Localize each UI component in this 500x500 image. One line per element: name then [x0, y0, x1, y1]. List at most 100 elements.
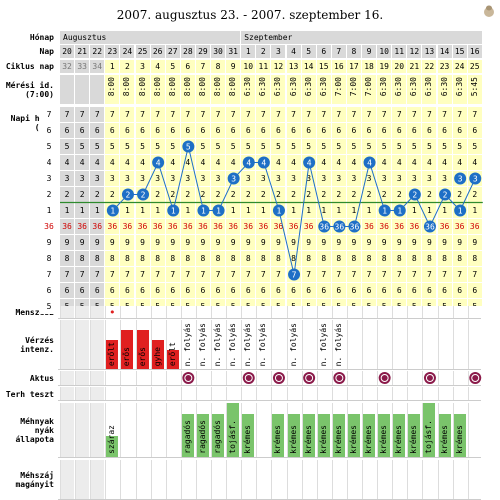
temp-cell: 5	[452, 139, 467, 154]
svg-text:5: 5	[186, 143, 191, 152]
temp-cell: 3	[316, 171, 331, 186]
section-cell	[437, 320, 452, 369]
temp-cell: 6	[211, 123, 226, 138]
temp-cell: 6	[180, 123, 195, 138]
section-cell	[467, 403, 482, 457]
label-cervical-mucus: Méhnyak nyák állapota	[15, 417, 54, 444]
temp-cell: 9	[271, 235, 286, 250]
measure-time-cell: 8:00	[195, 75, 210, 104]
temp-cell: 3	[346, 171, 361, 186]
temp-cell: 1	[256, 203, 271, 218]
temperature-point: 36	[348, 220, 361, 233]
temp-cell: 8	[467, 251, 482, 266]
temp-cell: 4	[452, 155, 467, 170]
temp-cell: 7	[150, 267, 165, 282]
day-cell: 13	[422, 45, 437, 58]
temperature-point: 3	[469, 172, 482, 185]
section-cell	[452, 387, 467, 400]
temp-scale-label: 7	[40, 267, 58, 282]
temp-cell: 36	[105, 219, 120, 234]
temp-cell: 1	[301, 203, 316, 218]
section-cell	[467, 306, 482, 318]
temp-cell: 8	[301, 251, 316, 266]
temp-cell: 4	[316, 155, 331, 170]
section-cell	[452, 306, 467, 318]
temp-cell: 6	[90, 283, 105, 298]
day-cell: 2	[256, 45, 271, 58]
section-cell	[301, 460, 316, 499]
bleeding-bar	[151, 340, 164, 369]
temp-cell: 7	[90, 107, 105, 122]
cycle-day-cell: 3	[135, 60, 150, 73]
cycle-day-cell: 10	[241, 60, 256, 73]
temp-scale-label: 6	[40, 123, 58, 138]
label-pregnancy-test: Terh teszt	[5, 389, 54, 399]
section-cell	[452, 460, 467, 499]
temp-scale-label: 5	[40, 139, 58, 154]
svg-text:1: 1	[110, 207, 115, 216]
temp-cell: 4	[60, 155, 75, 170]
temp-cell: 2	[60, 187, 75, 202]
mucus-bar	[212, 414, 225, 457]
section-cell	[467, 320, 482, 369]
temp-cell: 8	[75, 251, 90, 266]
temp-cell: 7	[362, 267, 377, 282]
temp-cell: 1	[422, 203, 437, 218]
temp-cell: 6	[301, 283, 316, 298]
mucus-bar	[438, 414, 451, 457]
svg-text:1: 1	[216, 207, 221, 216]
temp-cell: 5	[422, 139, 437, 154]
day-cell: 30	[211, 45, 226, 58]
heart-badge-icon	[423, 372, 436, 384]
temp-cell: 3	[211, 171, 226, 186]
mucus-bar	[227, 403, 240, 457]
section-cell	[271, 387, 286, 400]
temp-cell: 8	[150, 251, 165, 266]
section-cell	[75, 387, 90, 400]
temp-cell: 7	[165, 107, 180, 122]
temp-cell: 9	[362, 235, 377, 250]
temp-cell: 9	[437, 235, 452, 250]
temp-scale-label: 1	[40, 203, 58, 218]
temp-cell: 4	[105, 155, 120, 170]
temperature-point: 1	[272, 204, 285, 217]
temp-cell: 2	[467, 187, 482, 202]
temp-cell: 7	[407, 267, 422, 282]
cycle-day-cell: 15	[316, 60, 331, 73]
temp-cell: 2	[392, 187, 407, 202]
svg-text:4: 4	[261, 159, 266, 168]
temp-cell: 6	[437, 283, 452, 298]
temp-cell: 7	[226, 107, 241, 122]
temp-cell: 6	[362, 123, 377, 138]
temp-cell: 36	[211, 219, 226, 234]
day-cell: 28	[180, 45, 195, 58]
measure-time-cell: 6:30	[271, 75, 286, 104]
temp-cell: 4	[271, 155, 286, 170]
section-cell	[301, 306, 316, 318]
section-cell	[195, 306, 210, 318]
temp-cell: 6	[165, 283, 180, 298]
temp-cell: 8	[422, 251, 437, 266]
temp-cell: 6	[362, 283, 377, 298]
temp-cell: 6	[271, 123, 286, 138]
temp-cell: 8	[346, 251, 361, 266]
temperature-point: 4	[242, 156, 255, 169]
measure-time-cell: 6:30	[256, 75, 271, 104]
temp-cell: 6	[331, 123, 346, 138]
temp-cell: 4	[346, 155, 361, 170]
temp-cell: 1	[90, 203, 105, 218]
temp-cell: 7	[316, 107, 331, 122]
temp-cell: 4	[226, 155, 241, 170]
section-cell	[437, 371, 452, 385]
temp-cell: 6	[467, 283, 482, 298]
svg-text:1: 1	[397, 207, 402, 216]
temp-cell: 6	[211, 283, 226, 298]
temp-cell: 1	[241, 203, 256, 218]
day-cell: 7	[331, 45, 346, 58]
svg-text:4: 4	[307, 159, 312, 168]
day-cell: 14	[437, 45, 452, 58]
section-cell	[331, 387, 346, 400]
temp-cell: 7	[180, 107, 195, 122]
section-cell	[422, 306, 437, 318]
temp-cell: 6	[135, 283, 150, 298]
